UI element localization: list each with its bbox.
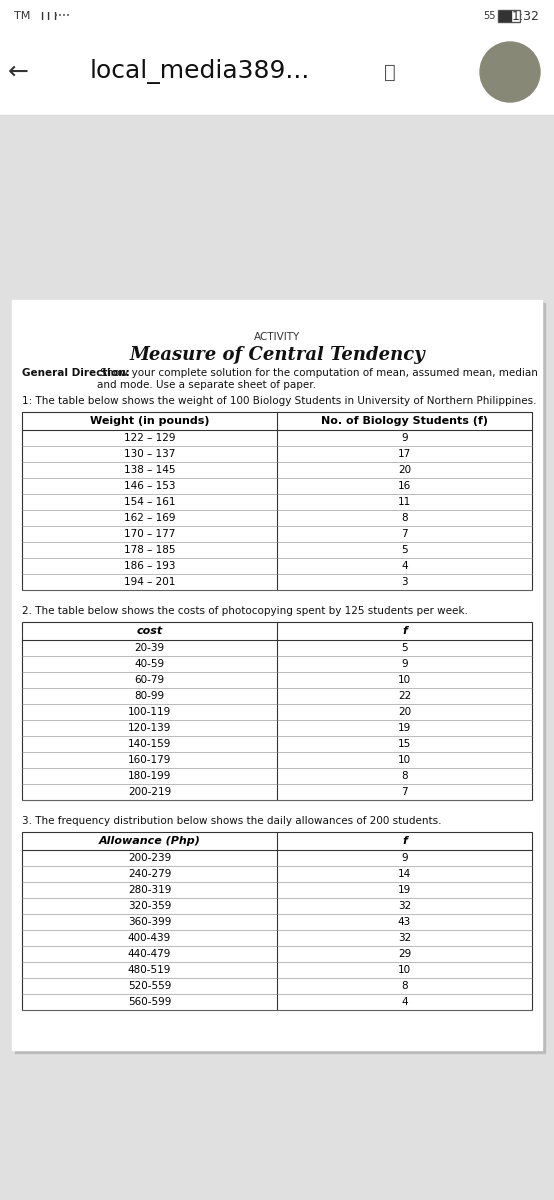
Bar — [0, 0, 554, 28]
Text: 120-139: 120-139 — [128, 722, 171, 733]
Text: 1:32: 1:32 — [512, 10, 540, 23]
Text: 560-599: 560-599 — [128, 997, 171, 1007]
Text: cost: cost — [136, 626, 163, 636]
Text: local_media389...: local_media389... — [90, 60, 310, 84]
Text: 55: 55 — [484, 11, 496, 20]
Text: Weight (in pounds): Weight (in pounds) — [90, 416, 209, 426]
Text: 20-39: 20-39 — [135, 643, 165, 653]
Text: 100-119: 100-119 — [128, 707, 171, 716]
Text: 194 – 201: 194 – 201 — [124, 577, 175, 587]
Text: 3. The frequency distribution below shows the daily allowances of 200 students.: 3. The frequency distribution below show… — [22, 816, 442, 826]
Text: Allowance (Php): Allowance (Php) — [99, 836, 201, 846]
Text: General Direction:: General Direction: — [22, 368, 130, 378]
Text: 32: 32 — [398, 934, 411, 943]
Bar — [22, 622, 532, 800]
Text: 480-519: 480-519 — [128, 965, 171, 974]
Text: 280-319: 280-319 — [128, 886, 171, 895]
Text: ••••: •••• — [54, 13, 70, 19]
Text: 180-199: 180-199 — [128, 770, 171, 781]
Text: 4: 4 — [401, 997, 408, 1007]
Text: 20: 20 — [398, 464, 411, 475]
Text: 20: 20 — [398, 707, 411, 716]
Text: 154 – 161: 154 – 161 — [124, 497, 175, 506]
Bar — [499, 11, 511, 20]
Text: 16: 16 — [398, 481, 411, 491]
Text: 320-359: 320-359 — [128, 901, 171, 911]
Text: 146 – 153: 146 – 153 — [124, 481, 175, 491]
Bar — [498, 10, 520, 22]
Text: 11: 11 — [398, 497, 411, 506]
Text: 9: 9 — [401, 433, 408, 443]
Text: 138 – 145: 138 – 145 — [124, 464, 175, 475]
Text: 360-399: 360-399 — [128, 917, 171, 926]
Text: 5: 5 — [401, 545, 408, 554]
Text: f: f — [402, 626, 407, 636]
Text: Measure of Central Tendency: Measure of Central Tendency — [129, 346, 425, 364]
Text: 8: 8 — [401, 514, 408, 523]
Text: TM: TM — [14, 11, 30, 20]
Text: ←: ← — [8, 60, 28, 84]
Bar — [12, 300, 542, 1050]
Text: f: f — [402, 836, 407, 846]
Bar — [22, 412, 532, 590]
Bar — [22, 832, 532, 1010]
Text: 10: 10 — [398, 755, 411, 766]
Text: 32: 32 — [398, 901, 411, 911]
Text: 160-179: 160-179 — [128, 755, 171, 766]
Bar — [0, 28, 554, 115]
Text: 200-219: 200-219 — [128, 787, 171, 797]
Text: 14: 14 — [398, 869, 411, 878]
Text: 22: 22 — [398, 691, 411, 701]
Text: 29: 29 — [398, 949, 411, 959]
Text: 440-479: 440-479 — [128, 949, 171, 959]
Text: 15: 15 — [398, 739, 411, 749]
Text: ACTIVITY: ACTIVITY — [254, 332, 300, 342]
Text: 5: 5 — [401, 643, 408, 653]
Text: No. of Biology Students (f): No. of Biology Students (f) — [321, 416, 488, 426]
Text: 2. The table below shows the costs of photocopying spent by 125 students per wee: 2. The table below shows the costs of ph… — [22, 606, 468, 616]
Text: 240-279: 240-279 — [128, 869, 171, 878]
Text: 520-559: 520-559 — [128, 982, 171, 991]
Text: 19: 19 — [398, 722, 411, 733]
Text: 8: 8 — [401, 982, 408, 991]
Text: 200-239: 200-239 — [128, 853, 171, 863]
Text: 3: 3 — [401, 577, 408, 587]
Text: 7: 7 — [401, 787, 408, 797]
Text: 8: 8 — [401, 770, 408, 781]
Text: 17: 17 — [398, 449, 411, 458]
Circle shape — [480, 42, 540, 102]
Text: ❙❙❙: ❙❙❙ — [38, 12, 59, 20]
Text: 140-159: 140-159 — [128, 739, 171, 749]
Text: 🔍: 🔍 — [384, 62, 396, 82]
Text: 19: 19 — [398, 886, 411, 895]
Text: 130 – 137: 130 – 137 — [124, 449, 175, 458]
Text: 9: 9 — [401, 853, 408, 863]
Text: 162 – 169: 162 – 169 — [124, 514, 175, 523]
Text: 9: 9 — [401, 659, 408, 670]
Bar — [15, 302, 545, 1054]
Text: 122 – 129: 122 – 129 — [124, 433, 175, 443]
Text: 178 – 185: 178 – 185 — [124, 545, 175, 554]
Text: 170 – 177: 170 – 177 — [124, 529, 175, 539]
Text: 4: 4 — [401, 560, 408, 571]
Text: 400-439: 400-439 — [128, 934, 171, 943]
Text: 186 – 193: 186 – 193 — [124, 560, 175, 571]
Text: 40-59: 40-59 — [135, 659, 165, 670]
Text: 80-99: 80-99 — [135, 691, 165, 701]
Text: 60-79: 60-79 — [135, 674, 165, 685]
Text: 10: 10 — [398, 674, 411, 685]
Text: 43: 43 — [398, 917, 411, 926]
Text: 1: The table below shows the weight of 100 Biology Students in University of Nor: 1: The table below shows the weight of 1… — [22, 396, 536, 406]
Text: Show your complete solution for the computation of mean, assumed mean, median an: Show your complete solution for the comp… — [97, 368, 538, 390]
Text: 10: 10 — [398, 965, 411, 974]
Text: 7: 7 — [401, 529, 408, 539]
